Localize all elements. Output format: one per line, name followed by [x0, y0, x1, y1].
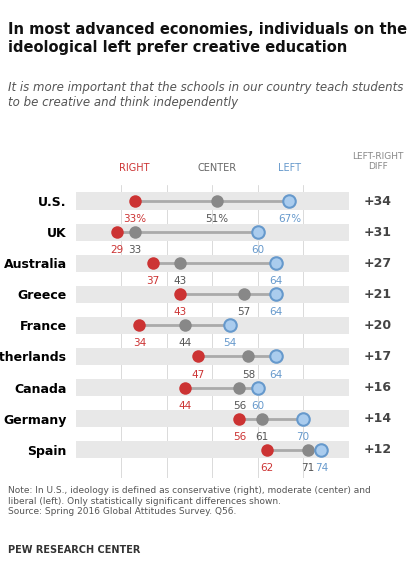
- Bar: [76, 224, 349, 241]
- Text: 57: 57: [237, 307, 251, 318]
- Text: 71: 71: [301, 463, 314, 473]
- Text: LEFT: LEFT: [278, 163, 301, 173]
- Text: +12: +12: [364, 443, 392, 456]
- Text: 54: 54: [224, 338, 237, 348]
- Text: +31: +31: [364, 225, 392, 239]
- Text: +34: +34: [364, 194, 392, 207]
- Bar: [76, 255, 349, 272]
- Text: 56: 56: [233, 401, 246, 411]
- Bar: [76, 410, 349, 427]
- Text: 67%: 67%: [278, 214, 301, 224]
- Text: 58: 58: [242, 369, 255, 379]
- Text: +16: +16: [364, 381, 392, 394]
- Text: 34: 34: [133, 338, 146, 348]
- Text: +20: +20: [364, 319, 392, 332]
- Text: 62: 62: [260, 463, 273, 473]
- Bar: [76, 441, 349, 458]
- Text: +17: +17: [364, 350, 392, 363]
- Bar: [76, 192, 349, 210]
- Bar: [76, 348, 349, 365]
- Text: 70: 70: [297, 432, 310, 442]
- Text: 43: 43: [173, 277, 187, 286]
- Text: 37: 37: [146, 277, 160, 286]
- Text: PEW RESEARCH CENTER: PEW RESEARCH CENTER: [8, 545, 141, 555]
- Text: 44: 44: [178, 401, 192, 411]
- Text: 44: 44: [178, 338, 192, 348]
- Bar: [76, 285, 349, 303]
- Text: It is more important that the schools in our country teach students
to be creati: It is more important that the schools in…: [8, 81, 404, 110]
- Text: In most advanced economies, individuals on the
ideological left prefer creative : In most advanced economies, individuals …: [8, 22, 407, 55]
- Bar: [76, 317, 349, 334]
- Text: 56: 56: [233, 432, 246, 442]
- Text: 64: 64: [269, 369, 282, 379]
- Text: Note: In U.S., ideology is defined as conservative (right), moderate (center) an: Note: In U.S., ideology is defined as co…: [8, 486, 371, 516]
- Text: 33%: 33%: [123, 214, 146, 224]
- Text: 64: 64: [269, 277, 282, 286]
- Bar: [76, 379, 349, 396]
- Text: 47: 47: [192, 369, 205, 379]
- Text: 61: 61: [255, 432, 269, 442]
- Text: LEFT-RIGHT
DIFF: LEFT-RIGHT DIFF: [352, 152, 404, 171]
- Text: 33: 33: [128, 245, 142, 255]
- Text: +21: +21: [364, 288, 392, 301]
- Text: +14: +14: [364, 412, 392, 425]
- Text: 60: 60: [251, 245, 264, 255]
- Text: +27: +27: [364, 257, 392, 270]
- Text: 51%: 51%: [205, 214, 228, 224]
- Text: 43: 43: [173, 307, 187, 318]
- Text: 29: 29: [110, 245, 123, 255]
- Text: 74: 74: [315, 463, 328, 473]
- Text: 64: 64: [269, 307, 282, 318]
- Text: CENTER: CENTER: [197, 163, 236, 173]
- Text: 60: 60: [251, 401, 264, 411]
- Text: RIGHT: RIGHT: [120, 163, 150, 173]
